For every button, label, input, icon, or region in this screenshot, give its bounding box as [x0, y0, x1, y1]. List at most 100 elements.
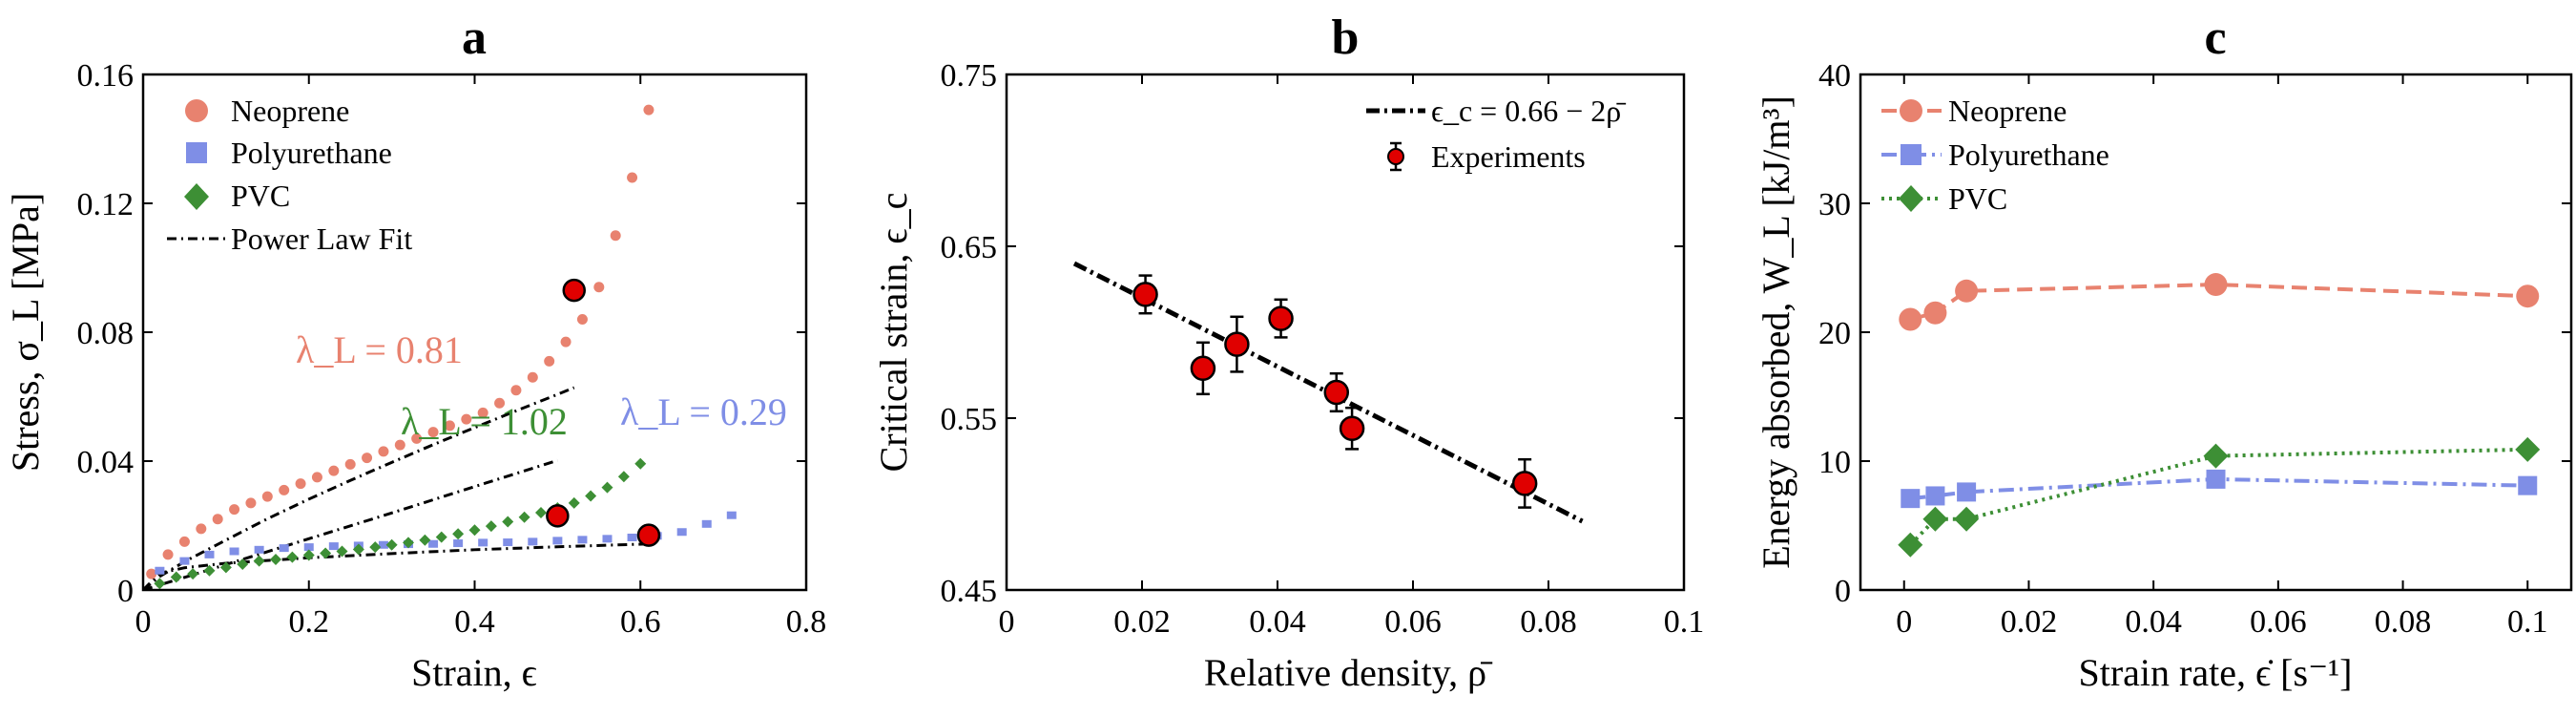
legend-marker-neoprene — [185, 99, 208, 122]
neoprene-point — [643, 104, 654, 116]
polyurethane-point — [204, 550, 215, 558]
experiment-point — [1224, 331, 1250, 357]
legend-label-power-law-fit: Power Law Fit — [231, 221, 412, 256]
neoprene-point — [295, 478, 306, 490]
pvc-point — [435, 531, 447, 543]
neoprene-point — [178, 536, 190, 547]
neoprene-point — [427, 427, 439, 438]
panel-c-xtick-label: 0.02 — [2001, 604, 2058, 640]
legend-marker-neoprene — [1900, 99, 1922, 122]
pvc-point — [187, 568, 199, 580]
pvc-point — [253, 555, 265, 567]
panel-a-legend: Neoprene Polyurethane PVC Power Law Fit — [167, 94, 412, 256]
power-law-fit-line — [143, 458, 558, 590]
experiment-point — [1268, 305, 1294, 331]
panel-c-xtick-label: 0.1 — [2507, 604, 2548, 640]
panel-b-xtick-label: 0.04 — [1249, 604, 1306, 640]
neoprene-point — [461, 413, 472, 425]
pvc-point — [203, 564, 216, 577]
polyurethane-point — [577, 536, 588, 544]
neoprene-point — [311, 472, 322, 483]
polyurethane-point — [627, 533, 637, 541]
panel-c-xtick-label: 0 — [1896, 604, 1912, 640]
pvc-point — [270, 553, 281, 565]
panel-c-ytick-label: 30 — [1818, 187, 1851, 222]
pvc-point — [518, 511, 530, 523]
polyurethane-point — [328, 542, 339, 551]
pvc-point — [369, 541, 382, 554]
pvc-point — [2515, 436, 2541, 462]
panel-c-xtick-label: 0.08 — [2375, 604, 2432, 640]
experiment-point — [1132, 282, 1158, 307]
pvc-point — [352, 543, 364, 556]
panel-b-xtick-label: 0.08 — [1520, 604, 1577, 640]
neoprene-point — [593, 282, 605, 293]
legend-label-fit: ϵ_c = 0.66 − 2ρ̄ — [1431, 94, 1626, 128]
pvc-point — [568, 496, 580, 509]
legend-label-pvc: PVC — [1948, 181, 2007, 216]
power-law-fit-line — [143, 542, 649, 590]
polyurethane-point — [1925, 486, 1945, 506]
pvc-point — [320, 547, 332, 559]
polyurethane-point — [1901, 489, 1921, 509]
pvc-point — [302, 549, 315, 561]
neoprene-point — [261, 491, 273, 502]
legend-marker-pvc — [1899, 185, 1923, 212]
pvc-point — [154, 578, 166, 590]
panel-c-xtick-label: 0.04 — [2125, 604, 2182, 640]
panel-c: c 0 0.02 0.04 0.06 0.08 0.1 0 10 20 30 40 Strain r… — [1755, 11, 2573, 694]
pvc-point — [1922, 506, 1948, 532]
legend-marker-experiments — [1387, 148, 1404, 165]
panel-b-xlabel: Relative density, ρ̄ — [1204, 651, 1493, 694]
annotation-lambda-neoprene: λ_L = 0.81 — [296, 328, 463, 371]
neoprene-point — [544, 355, 555, 367]
pvc-point — [468, 524, 481, 537]
polyurethane-point — [503, 538, 513, 547]
neoprene-point — [411, 432, 423, 444]
panel-b-title: b — [1332, 11, 1360, 65]
panel-b: b 0 0.02 0.04 0.06 0.08 0.1 0.45 0.55 0.65 0.75 R… — [872, 11, 1704, 694]
neoprene-point — [196, 523, 207, 535]
polyurethane-point — [552, 537, 563, 545]
panel-b-ticks: 0 0.02 0.04 0.06 0.08 0.1 0.45 0.55 0.65 0.75 — [941, 58, 1705, 640]
panel-a-title: a — [462, 11, 487, 65]
polyurethane-point — [726, 511, 737, 519]
panel-c-ytick-label: 10 — [1818, 445, 1851, 480]
polyurethane-point — [676, 528, 687, 537]
polyurethane-point — [229, 547, 239, 556]
panel-a-xtick-label: 0 — [135, 604, 152, 640]
panel-b-ytick-label: 0.75 — [941, 58, 998, 94]
critical-point-marker — [546, 504, 570, 528]
critical-point-marker — [636, 523, 661, 547]
panel-b-ytick-label: 0.65 — [941, 230, 998, 265]
panel-c-ytick-label: 40 — [1818, 58, 1851, 94]
neoprene-point — [576, 314, 588, 325]
neoprene-point — [2516, 284, 2540, 308]
critical-point-marker — [562, 278, 586, 303]
pvc-point — [617, 471, 630, 483]
panel-a-ytick-label: 0.04 — [77, 445, 135, 480]
annotation-lambda-polyurethane: λ_L = 0.29 — [620, 390, 787, 433]
pvc-point — [535, 507, 547, 518]
panel-b-xtick-label: 0.02 — [1113, 604, 1171, 640]
experiment-point — [1511, 471, 1538, 496]
neoprene-line — [1909, 283, 2528, 322]
polyurethane-point — [528, 537, 538, 546]
polyurethane-point — [254, 545, 264, 554]
experiment-point — [1339, 415, 1365, 442]
legend-marker-polyurethane — [1901, 144, 1922, 165]
neoprene-point — [1923, 301, 1947, 325]
pvc-point — [237, 558, 249, 570]
neoprene-point — [378, 446, 389, 457]
neoprene-point — [510, 385, 522, 396]
panel-b-xtick-label: 0.1 — [1664, 604, 1705, 640]
panel-a: a 0 0.2 0.4 0.6 0.8 0 0.04 0.08 0.12 0.16 Strain,… — [4, 11, 826, 694]
pvc-point — [286, 551, 299, 563]
panel-a-xtick-label: 0.4 — [454, 604, 495, 640]
neoprene-point — [245, 497, 257, 509]
panel-c-plot-area — [1898, 273, 2541, 558]
polyurethane-point — [155, 566, 165, 575]
legend-label-neoprene: Neoprene — [1948, 94, 2067, 128]
legend-marker-polyurethane — [186, 142, 207, 163]
